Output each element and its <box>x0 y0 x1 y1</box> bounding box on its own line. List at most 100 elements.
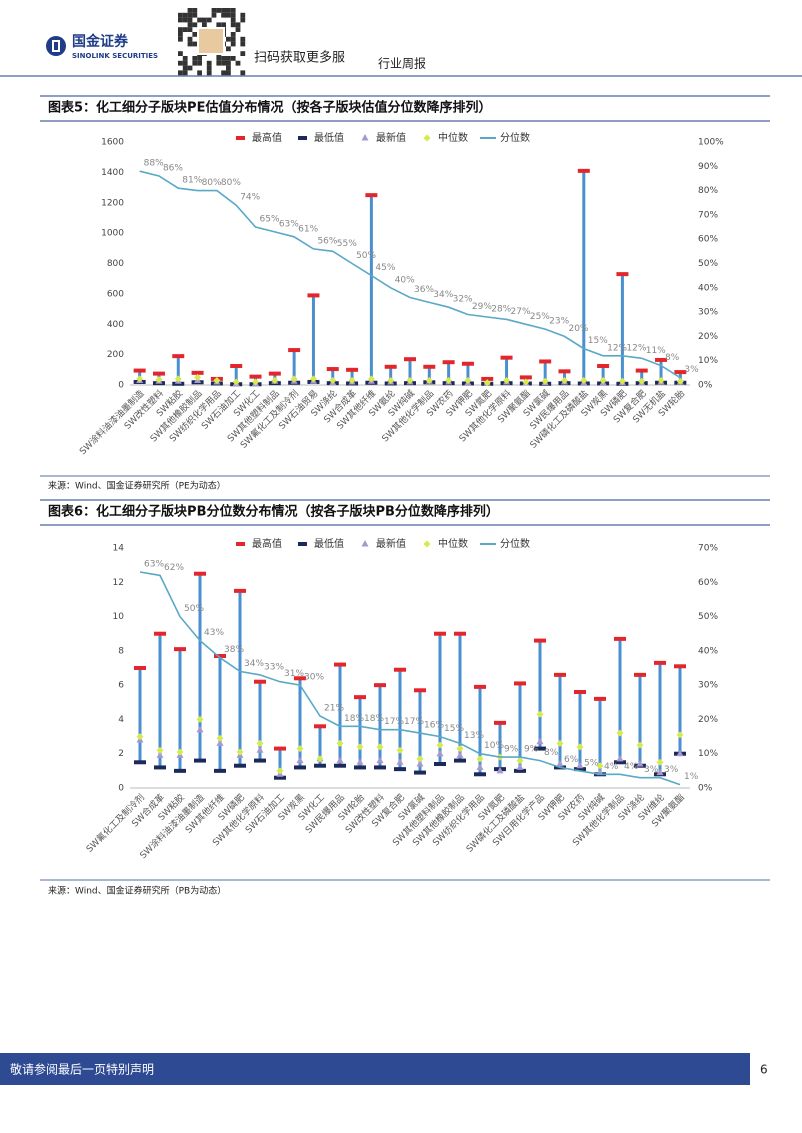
figure-title: 图表6：化工细分子版块PB分位数分布情况（按各子版块PB分位数降序排列） <box>48 504 499 520</box>
marker-diamond <box>176 748 184 756</box>
qr-cell <box>240 41 246 47</box>
marker-diamond <box>356 743 364 751</box>
marker-diamond <box>276 767 284 775</box>
y-tick-label: 10 <box>113 612 125 622</box>
qr-cell <box>226 36 231 42</box>
marker-diamond <box>656 758 664 766</box>
data-label: 15% <box>588 336 608 346</box>
marker-dash <box>154 631 166 636</box>
qr-cell <box>206 70 212 76</box>
data-label: 17% <box>404 717 424 727</box>
marker-diamond <box>541 377 549 385</box>
marker-dash <box>365 193 378 198</box>
qr-cell <box>192 32 198 37</box>
qr-cell <box>221 60 226 66</box>
qr-cell <box>226 65 231 71</box>
marker-diamond <box>216 734 224 742</box>
qr-cell <box>226 8 231 13</box>
marker-triangle <box>296 756 304 764</box>
qr-cell <box>182 27 188 32</box>
data-label: 80% <box>221 178 241 188</box>
qr-cell <box>192 41 198 47</box>
marker-diamond <box>252 378 260 386</box>
legend-label: 最低值 <box>314 131 344 144</box>
qr-cell <box>216 22 222 28</box>
data-label: 34% <box>244 659 264 669</box>
marker-diamond <box>406 376 414 384</box>
qr-cell <box>197 60 202 66</box>
marker-dash <box>423 364 436 369</box>
marker-dash <box>461 361 474 366</box>
marker-dash <box>594 696 606 701</box>
marker-diamond <box>376 743 384 751</box>
data-label: 40% <box>395 275 415 285</box>
marker-diamond <box>194 373 202 381</box>
data-label: 6% <box>564 755 579 765</box>
qr-cell <box>192 60 198 66</box>
data-label: 50% <box>356 251 376 261</box>
marker-dash <box>254 679 266 684</box>
y-tick-label: 1600 <box>101 138 124 148</box>
y2-tick-label: 90% <box>698 162 718 172</box>
marker-diamond <box>316 755 324 763</box>
marker-diamond <box>596 762 604 770</box>
marker-diamond <box>367 375 375 383</box>
qr-cell <box>192 12 198 18</box>
data-label: 25% <box>530 312 550 322</box>
marker-diamond <box>174 375 182 383</box>
marker-triangle <box>256 746 264 753</box>
marker-diamond <box>676 731 684 739</box>
marker-diamond <box>676 377 684 385</box>
qr-cell <box>187 12 193 18</box>
data-label: 13% <box>464 731 484 741</box>
data-label: 62% <box>164 563 184 573</box>
marker-dash <box>574 690 586 694</box>
qr-cell <box>235 22 241 28</box>
data-label: 38% <box>224 645 244 655</box>
y2-tick-label: 70% <box>698 210 718 220</box>
data-label: 9% <box>524 745 539 755</box>
y2-tick-label: 40% <box>698 646 718 656</box>
qr-cell <box>230 8 236 13</box>
data-label: 21% <box>324 704 344 714</box>
qr-cell <box>230 17 236 23</box>
qr-cell <box>202 22 207 28</box>
marker-dash <box>152 371 165 376</box>
y2-tick-label: 0% <box>698 784 713 794</box>
marker-diamond <box>445 376 453 384</box>
qr-cell <box>178 60 183 66</box>
marker-dash <box>172 354 185 359</box>
qr-cell <box>178 17 183 23</box>
data-label: 1% <box>684 772 699 782</box>
data-label: 45% <box>375 263 395 273</box>
data-label: 11% <box>646 346 666 356</box>
marker-dash <box>249 374 262 379</box>
marker-dash <box>474 772 486 777</box>
footer-bar <box>0 1053 750 1085</box>
marker-dash <box>539 359 552 364</box>
marker-dash <box>384 364 397 369</box>
marker-dash <box>514 681 526 686</box>
marker-triangle <box>656 768 664 776</box>
legend-swatch <box>423 134 431 142</box>
marker-diamond <box>616 729 624 737</box>
qr-cell <box>192 56 198 61</box>
qr-cell <box>192 22 198 28</box>
y2-tick-label: 10% <box>698 749 718 759</box>
data-label: 63% <box>144 560 164 570</box>
marker-diamond <box>536 710 544 718</box>
qr-code <box>178 8 246 76</box>
marker-dash <box>314 724 326 729</box>
qr-cell <box>221 8 226 13</box>
marker-diamond <box>396 746 404 754</box>
data-label: 16% <box>424 721 444 731</box>
qr-cell <box>211 12 217 18</box>
figure-title: 图表5：化工细分子版块PE估值分布情况（按各子版块估值分位数降序排列） <box>48 100 491 116</box>
marker-dash <box>294 676 306 681</box>
marker-diamond <box>232 378 240 386</box>
marker-dash <box>434 762 446 766</box>
data-label: 80% <box>202 178 222 188</box>
data-label: 9% <box>504 745 519 755</box>
marker-triangle <box>556 760 564 767</box>
marker-dash <box>434 631 446 636</box>
